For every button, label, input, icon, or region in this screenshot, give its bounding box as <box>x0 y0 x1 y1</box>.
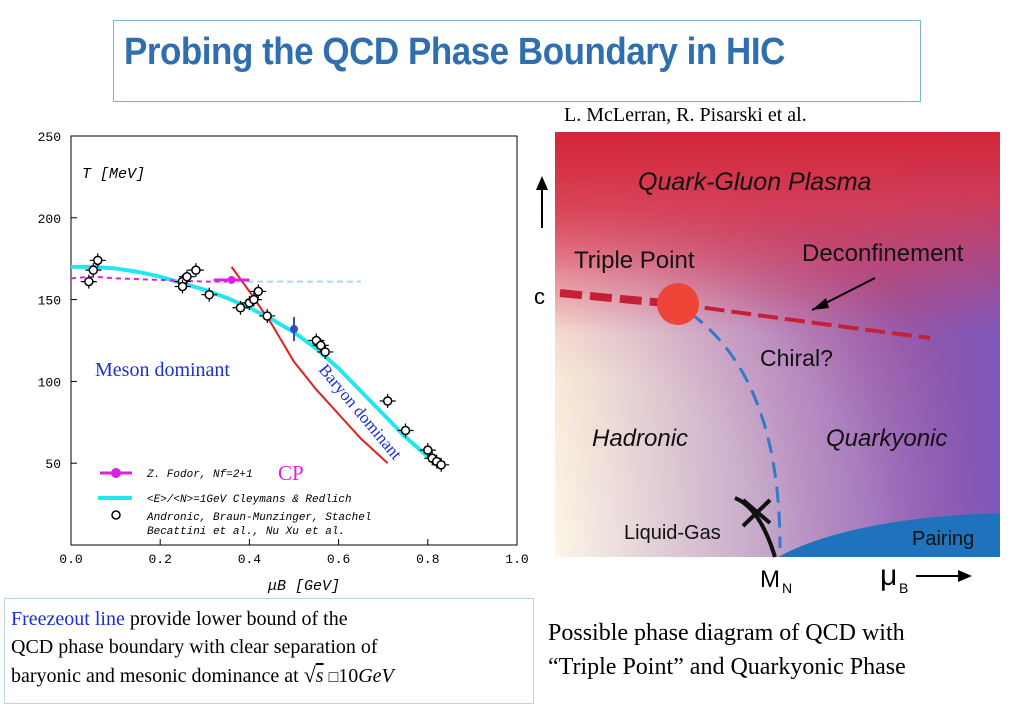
y-tick-label: 150 <box>38 294 61 309</box>
plot-frame <box>70 135 518 546</box>
y-tick-label: 200 <box>38 212 61 227</box>
x-tick-label: 0.6 <box>327 552 350 567</box>
y-tick-label: 250 <box>38 130 61 145</box>
legend-marker <box>111 468 121 478</box>
data-point <box>204 289 215 300</box>
legend-label: Becattini et al., Nu Xu et al. <box>147 526 345 538</box>
legend-label: <E>/<N>=1GeV Cleymans & Redlich <box>147 494 352 506</box>
data-point <box>382 396 393 406</box>
t-axis-arrowhead <box>536 176 548 190</box>
data-point <box>84 276 94 287</box>
hadronic-label: Hadronic <box>592 425 688 452</box>
caption-right-line-1: Possible phase diagram of QCD with <box>548 620 905 646</box>
legend-label: Z. Fodor, Nf=2+1 <box>146 469 253 481</box>
freezeout-chart: 0.0 0.2 0.4 0.6 0.8 1.0 50 100 150 200 250 T [MeV… <box>0 118 530 598</box>
deconfinement-line-right <box>677 302 931 340</box>
page-title: Probing the QCD Phase Boundary in HIC <box>124 31 785 73</box>
sqrt-symbol: √ <box>303 662 316 687</box>
title-box: Probing the QCD Phase Boundary in HIC <box>113 20 921 102</box>
legend-label: Andronic, Braun-Munzinger, Stachel <box>146 512 371 524</box>
data-point <box>93 255 103 266</box>
t-axis-label-fragment: c <box>534 284 545 309</box>
liquid-gas-endpoint-cross <box>741 498 772 528</box>
cp-annotation: CP <box>278 461 304 485</box>
formula-s: s <box>315 665 324 687</box>
y-tick-label: 100 <box>38 375 61 390</box>
deconfinement-arrowhead <box>812 298 829 310</box>
caption-right-line-2: “Triple Point” and Quarkyonic Phase <box>548 654 906 680</box>
mn-label: M <box>760 566 780 593</box>
y-tick-label: 50 <box>45 457 61 472</box>
data-point <box>436 460 446 470</box>
mub-subscript: B <box>899 580 908 596</box>
data-point <box>191 265 201 275</box>
deconfinement-label: Deconfinement <box>802 240 964 267</box>
x-tick-label: 0.4 <box>238 552 262 567</box>
phase-diagram-caption: Possible phase diagram of QCD with “Trip… <box>548 616 1018 684</box>
freezeout-caption: Freezeout line provide lower bound of th… <box>4 598 534 704</box>
triple-point-marker <box>657 283 699 325</box>
qgp-label: Quark-Gluon Plasma <box>638 168 872 196</box>
x-axis-label: μB [GeV] <box>267 578 340 595</box>
triple-point-label: Triple Point <box>574 247 695 274</box>
mub-label: μ <box>880 559 897 592</box>
credit-text: L. McLerran, R. Pisarski et al. <box>564 104 807 126</box>
caption-line-3: baryonic and mesonic dominance at <box>11 665 304 687</box>
caption-line-1-rest: provide lower bound of the <box>124 608 348 630</box>
liquid-gas-line <box>734 496 777 558</box>
data-point <box>88 265 99 275</box>
freezeout-curve <box>71 264 443 469</box>
liquid-gas-label: Liquid-Gas <box>624 522 721 544</box>
formula-unit: GeV <box>358 665 394 687</box>
quarkyonic-label: Quarkyonic <box>826 425 947 452</box>
phase-diagram: c Quark-Gluon Plasma Triple Point Deconf… <box>530 132 1000 596</box>
x-tick-label: 0.2 <box>148 552 171 567</box>
mub-axis-arrowhead <box>958 570 972 582</box>
x-tick-label: 0.8 <box>416 552 439 567</box>
data-point <box>253 286 264 297</box>
data-point <box>182 271 192 282</box>
lattice-point <box>227 275 236 284</box>
data-point <box>249 294 259 305</box>
chiral-label: Chiral? <box>760 345 833 371</box>
pairing-label: Pairing <box>912 528 974 550</box>
cp-point <box>290 325 298 334</box>
chart-legend: Z. Fodor, Nf=2+1 <E>/<N>=1GeV Cleymans & … <box>98 468 371 538</box>
data-point <box>262 311 272 321</box>
data-point <box>400 425 411 436</box>
meson-annotation: Meson dominant <box>95 359 230 381</box>
data-point <box>235 303 246 313</box>
formula-symbol: □ <box>328 669 339 686</box>
chiral-line <box>689 311 782 549</box>
data-point <box>177 281 188 292</box>
data-point <box>423 445 433 455</box>
data-point <box>320 347 330 357</box>
mn-subscript: N <box>782 580 792 596</box>
pairing-region <box>778 513 1000 557</box>
caption-highlight: Freezeout line <box>11 608 125 630</box>
caption-line-2: QCD phase boundary with clear separation… <box>11 636 378 658</box>
x-tick-label: 1.0 <box>505 552 528 567</box>
legend-circle <box>111 510 121 520</box>
y-axis-label: T [MeV] <box>82 166 145 183</box>
x-tick-label: 0.0 <box>59 552 82 567</box>
formula-value: 10 <box>338 665 359 687</box>
